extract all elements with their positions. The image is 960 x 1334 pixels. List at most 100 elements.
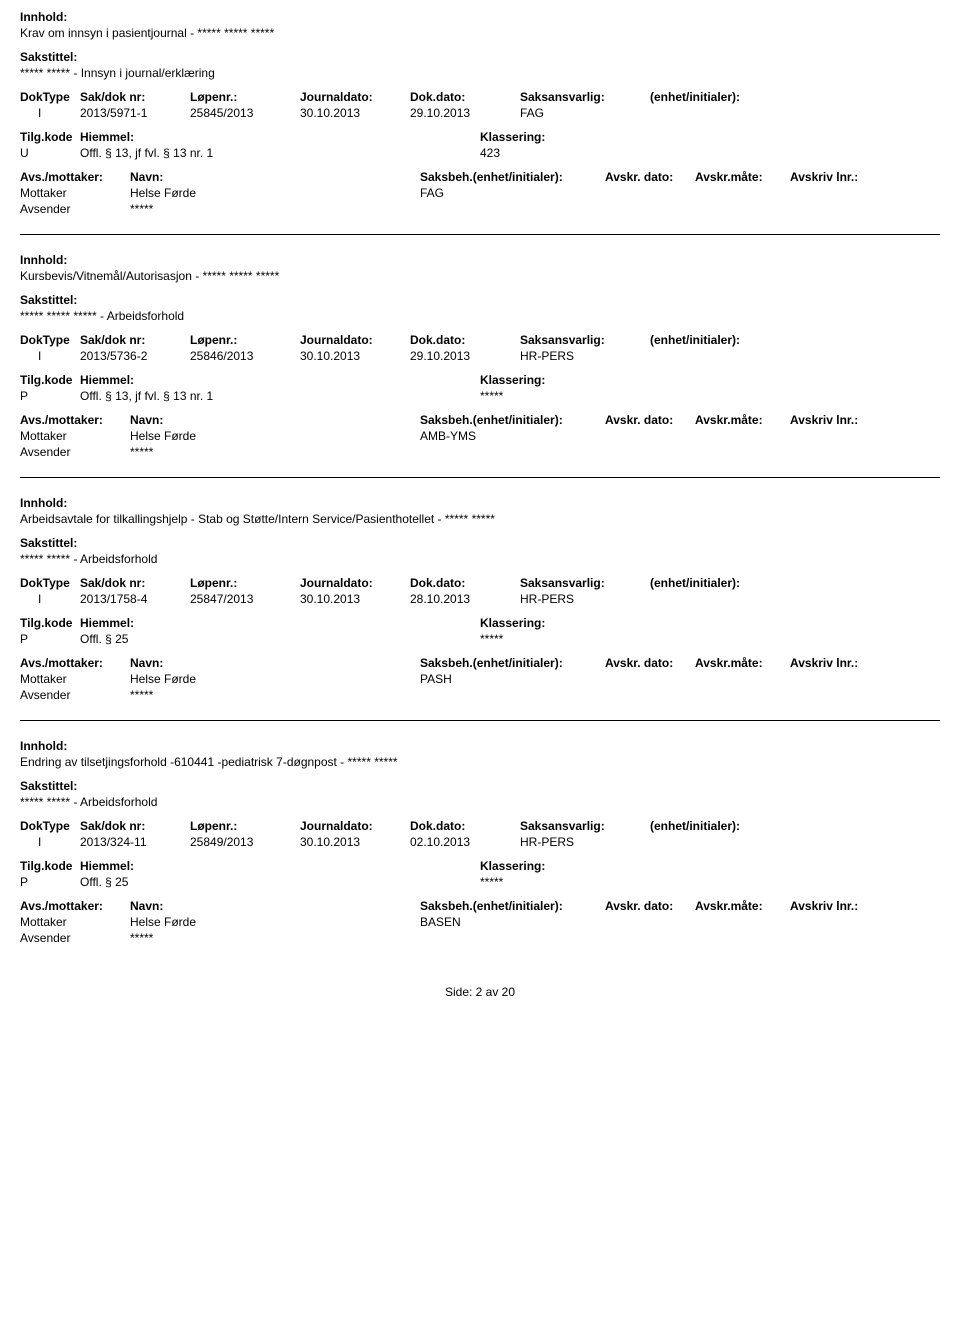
sakstittel-value: ***** ***** - Arbeidsforhold	[20, 795, 940, 809]
hiemmel-value-row: P Offl. § 25 *****	[20, 875, 940, 889]
record-divider	[20, 477, 940, 478]
doktype-value: I	[20, 349, 80, 363]
saksansvarlig-header: Saksansvarlig:	[520, 576, 650, 590]
doktype-value: I	[20, 835, 80, 849]
saksansvarlig-header: Saksansvarlig:	[520, 90, 650, 104]
jdato-value: 30.10.2013	[300, 349, 410, 363]
innhold-value: Krav om innsyn i pasientjournal - ***** …	[20, 26, 940, 40]
main-header-row: DokType Sak/dok nr: Løpenr.: Journaldato…	[20, 576, 940, 590]
mottaker-row: Mottaker Helse Førde BASEN	[20, 915, 940, 929]
navn-header: Navn:	[130, 413, 420, 427]
saksbeh-header: Saksbeh.(enhet/initialer):	[420, 899, 605, 913]
sakstittel-label: Sakstittel:	[20, 536, 940, 550]
record: Innhold: Endring av tilsetjingsforhold -…	[20, 739, 940, 945]
lopenr-header: Løpenr.:	[190, 576, 300, 590]
doktype-value: I	[20, 592, 80, 606]
saksbeh-value: PASH	[420, 672, 605, 686]
avsender-label: Avsender	[20, 688, 130, 702]
mottaker-navn: Helse Førde	[130, 672, 420, 686]
innhold-value: Kursbevis/Vitnemål/Autorisasjon - ***** …	[20, 269, 940, 283]
avsmottaker-header: Avs./mottaker:	[20, 413, 130, 427]
jdato-value: 30.10.2013	[300, 835, 410, 849]
hiemmel-header-row: Tilg.kode Hiemmel: Klassering:	[20, 130, 940, 144]
mottaker-row: Mottaker Helse Førde AMB-YMS	[20, 429, 940, 443]
hiemmel-value-row: P Offl. § 13, jf fvl. § 13 nr. 1 *****	[20, 389, 940, 403]
avsender-label: Avsender	[20, 931, 130, 945]
record: Innhold: Kursbevis/Vitnemål/Autorisasjon…	[20, 253, 940, 459]
hiemmel-header: Hiemmel:	[80, 859, 480, 873]
enhet-value	[650, 349, 800, 363]
record-divider	[20, 234, 940, 235]
saksbeh-header: Saksbeh.(enhet/initialer):	[420, 170, 605, 184]
klassering-header: Klassering:	[480, 373, 630, 387]
enhet-header: (enhet/initialer):	[650, 576, 800, 590]
saknr-header: Sak/dok nr:	[80, 819, 190, 833]
saksbeh-value: FAG	[420, 186, 605, 200]
avsender-label: Avsender	[20, 445, 130, 459]
doktype-header: DokType	[20, 333, 80, 347]
saksansvarlig-header: Saksansvarlig:	[520, 819, 650, 833]
record: Innhold: Krav om innsyn i pasientjournal…	[20, 10, 940, 216]
main-header-row: DokType Sak/dok nr: Løpenr.: Journaldato…	[20, 90, 940, 104]
enhet-header: (enhet/initialer):	[650, 819, 800, 833]
avskrdato-header: Avskr. dato:	[605, 170, 695, 184]
avskrlnr-header: Avskriv lnr.:	[790, 413, 880, 427]
record: Innhold: Arbeidsavtale for tilkallingshj…	[20, 496, 940, 702]
klassering-header: Klassering:	[480, 859, 630, 873]
ddato-value: 29.10.2013	[410, 106, 520, 120]
hiemmel-header: Hiemmel:	[80, 373, 480, 387]
doktype-header: DokType	[20, 90, 80, 104]
records-container: Innhold: Krav om innsyn i pasientjournal…	[20, 10, 940, 945]
navn-header: Navn:	[130, 656, 420, 670]
mottaker-navn: Helse Førde	[130, 429, 420, 443]
hiemmel-value: Offl. § 25	[80, 632, 480, 646]
sakstittel-label: Sakstittel:	[20, 779, 940, 793]
avsender-label: Avsender	[20, 202, 130, 216]
avsmottaker-header: Avs./mottaker:	[20, 170, 130, 184]
ddato-header: Dok.dato:	[410, 819, 520, 833]
hiemmel-value: Offl. § 25	[80, 875, 480, 889]
tilgkode-header: Tilg.kode	[20, 859, 80, 873]
klassering-value: *****	[480, 632, 630, 646]
mottaker-label: Mottaker	[20, 186, 130, 200]
tilgkode-value: P	[20, 632, 80, 646]
jdato-value: 30.10.2013	[300, 106, 410, 120]
tilgkode-header: Tilg.kode	[20, 616, 80, 630]
saksansvarlig-header: Saksansvarlig:	[520, 333, 650, 347]
hiemmel-value-row: P Offl. § 25 *****	[20, 632, 940, 646]
jdato-header: Journaldato:	[300, 90, 410, 104]
main-header-row: DokType Sak/dok nr: Løpenr.: Journaldato…	[20, 819, 940, 833]
saknr-value: 2013/5736-2	[80, 349, 190, 363]
avskrmate-header: Avskr.måte:	[695, 413, 790, 427]
saksansvarlig-value: HR-PERS	[520, 349, 650, 363]
avskrdato-header: Avskr. dato:	[605, 413, 695, 427]
avskrmate-header: Avskr.måte:	[695, 899, 790, 913]
enhet-value	[650, 106, 800, 120]
saksbeh-value: AMB-YMS	[420, 429, 605, 443]
lopenr-value: 25845/2013	[190, 106, 300, 120]
lopenr-value: 25849/2013	[190, 835, 300, 849]
tilgkode-value: P	[20, 875, 80, 889]
saknr-header: Sak/dok nr:	[80, 90, 190, 104]
avsender-row: Avsender *****	[20, 202, 940, 216]
innhold-label: Innhold:	[20, 496, 940, 510]
avsender-navn: *****	[130, 688, 420, 702]
avsender-navn: *****	[130, 445, 420, 459]
avskrlnr-header: Avskriv lnr.:	[790, 170, 880, 184]
lopenr-header: Løpenr.:	[190, 333, 300, 347]
saksbeh-header: Saksbeh.(enhet/initialer):	[420, 413, 605, 427]
hiemmel-value: Offl. § 13, jf fvl. § 13 nr. 1	[80, 146, 480, 160]
record-divider	[20, 720, 940, 721]
avskrdato-header: Avskr. dato:	[605, 656, 695, 670]
enhet-header: (enhet/initialer):	[650, 333, 800, 347]
sakstittel-value: ***** ***** - Arbeidsforhold	[20, 552, 940, 566]
ddato-header: Dok.dato:	[410, 333, 520, 347]
saksbeh-value: BASEN	[420, 915, 605, 929]
hiemmel-value-row: U Offl. § 13, jf fvl. § 13 nr. 1 423	[20, 146, 940, 160]
klassering-header: Klassering:	[480, 616, 630, 630]
main-value-row: I 2013/1758-4 25847/2013 30.10.2013 28.1…	[20, 592, 940, 606]
mottaker-navn: Helse Førde	[130, 186, 420, 200]
ddato-value: 02.10.2013	[410, 835, 520, 849]
avsender-navn: *****	[130, 202, 420, 216]
ddato-value: 29.10.2013	[410, 349, 520, 363]
